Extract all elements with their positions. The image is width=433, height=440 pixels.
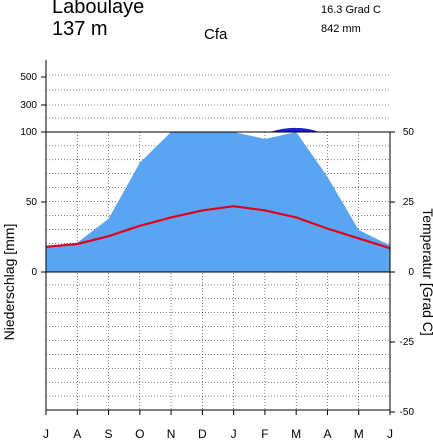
- annual-precipitation: 842 mm: [321, 23, 361, 35]
- month-label: D: [198, 427, 207, 440]
- month-label: A: [323, 427, 331, 440]
- temperature-axis-title: Temperatur [Grad C]: [420, 208, 433, 336]
- month-label: J: [43, 427, 49, 440]
- precipitation-tick-label: 0: [31, 267, 37, 278]
- temperature-tick-label: 25: [403, 197, 415, 208]
- axis-labels: J A S O N D J F M A M J 0 50 100 300 500 -50 -25 0 25 50 Niede…: [1, 72, 433, 440]
- precipitation-tick-label: 100: [20, 127, 37, 138]
- month-label: M: [291, 427, 301, 440]
- precipitation-areas: [46, 127, 390, 272]
- climate-class: Cfa: [204, 26, 228, 43]
- annual-mean-temperature: 16.3 Grad C: [321, 4, 381, 16]
- temperature-line: [45, 205, 391, 250]
- axes-frame: [45, 60, 391, 411]
- month-label: J: [231, 427, 237, 440]
- perhumid-area: [269, 127, 320, 132]
- precipitation-area: [46, 132, 390, 272]
- temperature-tick-label: 50: [403, 127, 415, 138]
- temperature-tick-label: -50: [400, 407, 415, 418]
- temperature-tick-label: -25: [400, 337, 415, 348]
- precipitation-tick-label: 300: [20, 100, 37, 111]
- station-altitude: 137 m: [52, 18, 108, 40]
- month-label: O: [135, 427, 144, 440]
- month-label: M: [354, 427, 364, 440]
- precipitation-tick-label: 50: [26, 197, 38, 208]
- month-label: A: [73, 427, 81, 440]
- precipitation-tick-label: 500: [20, 72, 37, 83]
- temperature-tick-label: 0: [408, 267, 414, 278]
- month-label: S: [105, 427, 113, 440]
- precipitation-axis-title: Niederschlag [mm]: [1, 224, 17, 341]
- temperature-line-group: [45, 205, 391, 250]
- station-name: Laboulaye: [52, 0, 145, 18]
- month-label: J: [387, 427, 393, 440]
- month-label: F: [261, 427, 268, 440]
- month-label: N: [167, 427, 176, 440]
